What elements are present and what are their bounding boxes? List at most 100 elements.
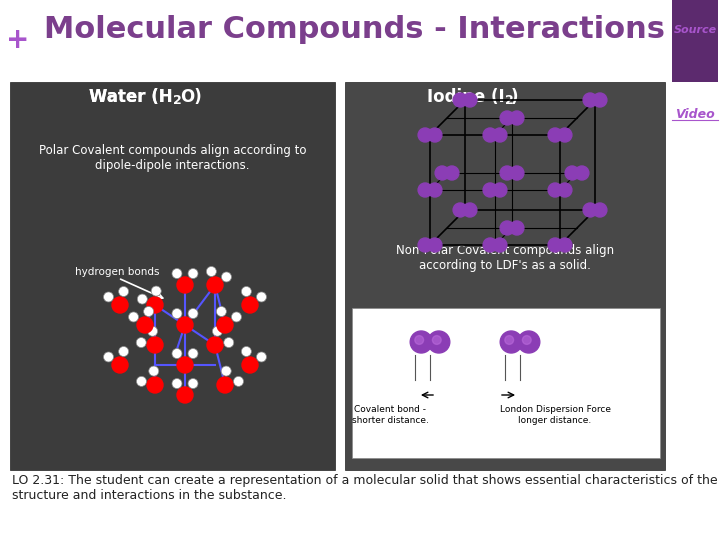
Text: hydrogen bonds: hydrogen bonds bbox=[75, 267, 160, 277]
Circle shape bbox=[241, 347, 251, 356]
Circle shape bbox=[188, 348, 198, 359]
Text: Non-Polar Covalent compounds align
according to LDF's as a solid.: Non-Polar Covalent compounds align accor… bbox=[396, 244, 614, 272]
Text: O): O) bbox=[181, 88, 202, 106]
FancyBboxPatch shape bbox=[10, 82, 335, 470]
Circle shape bbox=[151, 286, 161, 296]
Circle shape bbox=[224, 338, 234, 348]
Circle shape bbox=[207, 266, 217, 276]
Circle shape bbox=[148, 326, 158, 336]
Circle shape bbox=[518, 331, 540, 353]
Circle shape bbox=[548, 183, 562, 197]
Circle shape bbox=[136, 338, 146, 348]
Text: LO 2.31: The student can create a representation of a molecular solid that shows: LO 2.31: The student can create a repres… bbox=[12, 474, 718, 502]
Circle shape bbox=[463, 203, 477, 217]
Text: 2: 2 bbox=[505, 93, 514, 106]
Circle shape bbox=[493, 128, 507, 142]
Circle shape bbox=[188, 379, 198, 389]
Circle shape bbox=[172, 379, 182, 389]
Circle shape bbox=[410, 331, 432, 353]
Circle shape bbox=[558, 183, 572, 197]
Circle shape bbox=[428, 238, 442, 252]
Circle shape bbox=[119, 287, 129, 296]
Circle shape bbox=[217, 377, 233, 393]
Circle shape bbox=[433, 335, 441, 345]
Circle shape bbox=[548, 128, 562, 142]
Text: ): ) bbox=[511, 88, 518, 106]
Text: Covalent bond -
shorter distance.: Covalent bond - shorter distance. bbox=[351, 406, 428, 424]
Circle shape bbox=[483, 183, 497, 197]
Circle shape bbox=[242, 357, 258, 373]
Circle shape bbox=[207, 337, 223, 353]
Circle shape bbox=[177, 277, 193, 293]
Circle shape bbox=[217, 307, 226, 316]
Circle shape bbox=[143, 307, 153, 316]
Circle shape bbox=[453, 93, 467, 107]
Circle shape bbox=[147, 377, 163, 393]
Circle shape bbox=[233, 376, 243, 387]
Circle shape bbox=[177, 317, 193, 333]
Text: Iodine (I: Iodine (I bbox=[428, 88, 505, 106]
Circle shape bbox=[558, 238, 572, 252]
Circle shape bbox=[548, 238, 562, 252]
Circle shape bbox=[510, 166, 524, 180]
Circle shape bbox=[104, 352, 114, 362]
Circle shape bbox=[119, 347, 129, 356]
Circle shape bbox=[593, 203, 607, 217]
Text: Polar Covalent compounds align according to
dipole-dipole interactions.: Polar Covalent compounds align according… bbox=[39, 144, 306, 172]
Circle shape bbox=[483, 238, 497, 252]
Circle shape bbox=[138, 294, 148, 304]
Circle shape bbox=[172, 348, 182, 359]
Circle shape bbox=[510, 221, 524, 235]
FancyBboxPatch shape bbox=[672, 0, 718, 82]
Circle shape bbox=[188, 268, 198, 279]
Text: Video: Video bbox=[675, 109, 715, 122]
Circle shape bbox=[435, 166, 449, 180]
Circle shape bbox=[217, 317, 233, 333]
Circle shape bbox=[104, 292, 114, 302]
Text: Water (H: Water (H bbox=[89, 88, 173, 106]
Circle shape bbox=[583, 93, 597, 107]
Circle shape bbox=[256, 352, 266, 362]
Circle shape bbox=[565, 166, 579, 180]
Circle shape bbox=[137, 317, 153, 333]
Circle shape bbox=[493, 183, 507, 197]
Circle shape bbox=[453, 203, 467, 217]
Circle shape bbox=[149, 366, 159, 376]
Text: London Dispersion Force
longer distance.: London Dispersion Force longer distance. bbox=[500, 406, 611, 424]
Circle shape bbox=[593, 93, 607, 107]
Circle shape bbox=[242, 297, 258, 313]
Text: +: + bbox=[6, 26, 30, 54]
Circle shape bbox=[500, 331, 522, 353]
Circle shape bbox=[500, 221, 514, 235]
Circle shape bbox=[172, 308, 182, 319]
Circle shape bbox=[212, 326, 222, 336]
Circle shape bbox=[523, 335, 531, 345]
Circle shape bbox=[428, 331, 450, 353]
Circle shape bbox=[500, 166, 514, 180]
Text: Source: Source bbox=[673, 25, 716, 35]
Circle shape bbox=[505, 335, 513, 345]
Circle shape bbox=[177, 387, 193, 403]
Circle shape bbox=[500, 111, 514, 125]
Text: 2: 2 bbox=[173, 93, 181, 106]
Circle shape bbox=[147, 297, 163, 313]
Circle shape bbox=[172, 268, 182, 279]
Text: Molecular Compounds - Interactions: Molecular Compounds - Interactions bbox=[45, 16, 665, 44]
Circle shape bbox=[493, 238, 507, 252]
Circle shape bbox=[428, 128, 442, 142]
Circle shape bbox=[221, 366, 231, 376]
Circle shape bbox=[483, 128, 497, 142]
Circle shape bbox=[558, 128, 572, 142]
Circle shape bbox=[112, 357, 128, 373]
Circle shape bbox=[583, 203, 597, 217]
Circle shape bbox=[463, 93, 477, 107]
Circle shape bbox=[137, 376, 146, 387]
Circle shape bbox=[129, 312, 138, 322]
Circle shape bbox=[231, 312, 241, 322]
Circle shape bbox=[418, 128, 432, 142]
Circle shape bbox=[112, 297, 128, 313]
Circle shape bbox=[241, 287, 251, 296]
Circle shape bbox=[222, 272, 231, 282]
Circle shape bbox=[415, 335, 423, 345]
Circle shape bbox=[510, 111, 524, 125]
